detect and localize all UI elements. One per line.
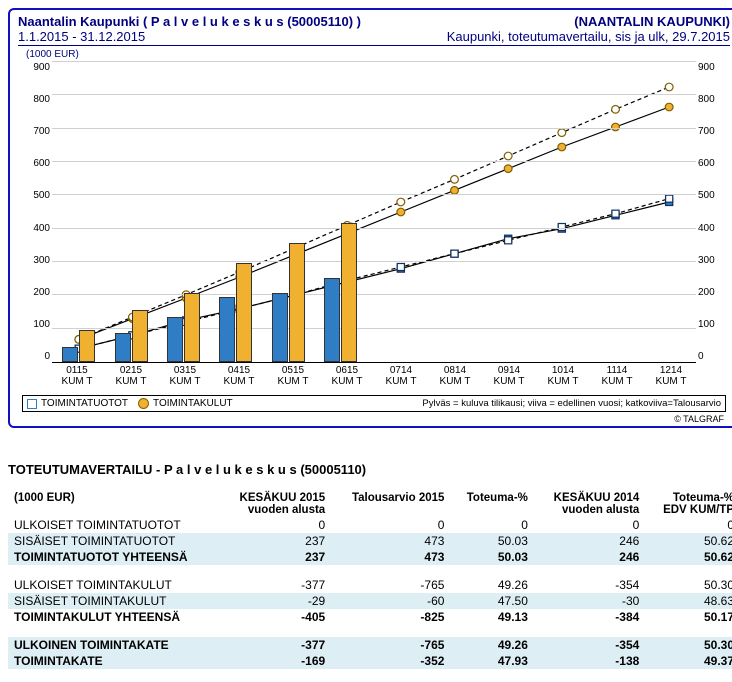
table-title: TOTEUTUMAVERTAILU - P a l v e l u k e s … [8,462,732,477]
copyright: © TALGRAF [18,414,730,424]
table-row: ULKOISET TOIMINTAKULUT-377-76549.26-3545… [8,577,732,593]
table-row: TOIMINTATUOTOT YHTEENSÄ23747350.0324650.… [8,549,732,565]
y-axis-left: 9008007006005004003002001000 [18,62,52,362]
table-row: TOIMINTAKATE-169-35247.93-13849.37 [8,653,732,669]
circle-marker-icon [138,398,149,409]
data-table: (1000 EUR)KESÄKUU 2015vuoden alustaTalou… [8,491,732,669]
square-marker-icon [27,399,37,409]
table-row: ULKOINEN TOIMINTAKATE-377-76549.26-35450… [8,637,732,653]
x-axis: 0115KUM T0215KUM T0315KUM T0415KUM T0515… [50,363,698,387]
y-axis-right: 9008007006005004003002001000 [696,62,730,362]
legend: TOIMINTATUOTOT TOIMINTAKULUT Pylväs = ku… [22,395,726,412]
subtitle-right: Kaupunki, toteutumavertailu, sis ja ulk,… [447,29,730,44]
title-left: Naantalin Kaupunki ( P a l v e l u k e s… [18,14,361,29]
y-axis-unit: (1000 EUR) [26,49,730,60]
chart-lines [52,62,696,362]
subtitle-left: 1.1.2015 - 31.12.2015 [18,29,145,44]
legend-item-toimintatuotot: TOIMINTATUOTOT [27,398,128,409]
legend-item-toimintakulut: TOIMINTAKULUT [138,398,233,409]
table-row: SISÄISET TOIMINTAKULUT-29-6047.50-3048.6… [8,593,732,609]
chart-panel: Naantalin Kaupunki ( P a l v e l u k e s… [8,8,732,428]
table-row: ULKOISET TOIMINTATUOTOT00000 [8,517,732,533]
legend-note: Pylväs = kuluva tilikausi; viiva = edell… [422,398,721,409]
table-row: TOIMINTAKULUT YHTEENSÄ-405-82549.13-3845… [8,609,732,625]
chart-plot [52,62,696,363]
table-row: SISÄISET TOIMINTATUOTOT23747350.0324650.… [8,533,732,549]
title-right: (NAANTALIN KAUPUNKI) [574,14,730,29]
